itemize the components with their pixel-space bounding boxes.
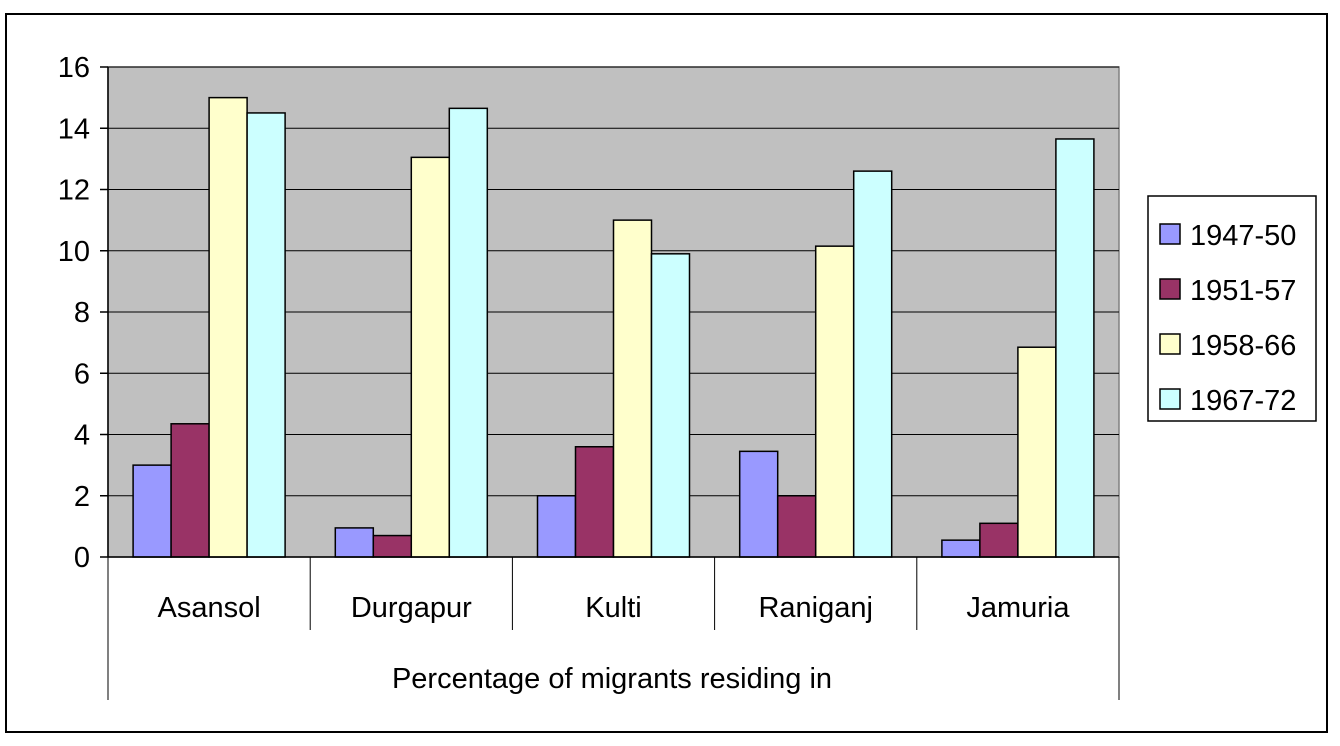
bar	[132, 464, 172, 558]
legend-label: 1951-57	[1190, 275, 1296, 307]
bar	[1017, 346, 1057, 558]
bar	[448, 107, 489, 558]
bar	[738, 450, 779, 558]
bars	[132, 96, 1095, 558]
bar	[410, 156, 451, 558]
bar	[574, 446, 615, 558]
category-label: Durgapur	[351, 592, 472, 624]
bar	[334, 527, 375, 558]
bar	[170, 423, 210, 558]
legend-swatch	[1159, 223, 1181, 245]
bar	[941, 539, 981, 558]
bar	[979, 522, 1019, 558]
axes	[100, 66, 1120, 700]
y-tick-label: 0	[74, 542, 90, 574]
bar	[612, 219, 653, 558]
category-label: Jamuria	[966, 592, 1070, 624]
category-labels: Asansol Durgapur Kulti Raniganj Jamuria	[158, 592, 1071, 624]
bar	[776, 495, 817, 558]
legend-label: 1947-50	[1190, 220, 1296, 252]
bar	[208, 96, 248, 558]
y-tick-label: 2	[74, 481, 90, 513]
y-tick-label: 6	[74, 358, 90, 390]
bar	[1055, 138, 1095, 558]
y-tick-label: 14	[58, 113, 90, 145]
legend-swatch	[1159, 388, 1181, 410]
bar	[852, 170, 893, 558]
y-tick-label: 16	[58, 52, 90, 84]
legend: 1947-50 1951-57 1958-66 1967-72	[1147, 195, 1317, 422]
legend-label: 1958-66	[1190, 330, 1296, 362]
bar	[814, 245, 855, 558]
legend-swatch	[1159, 278, 1181, 300]
y-axis-tick-labels: 0 2 4 6 8 10 12 14 16	[58, 52, 90, 574]
y-tick-label: 10	[58, 236, 90, 268]
bar	[536, 495, 577, 558]
y-tick-label: 4	[74, 420, 90, 452]
category-label: Kulti	[585, 592, 641, 624]
bar	[246, 112, 286, 558]
bar	[650, 253, 691, 558]
y-tick-label: 8	[74, 297, 90, 329]
bar	[372, 534, 413, 558]
legend-label: 1967-72	[1190, 385, 1296, 417]
category-label: Raniganj	[758, 592, 872, 624]
category-label: Asansol	[158, 592, 261, 624]
y-tick-label: 12	[58, 175, 90, 207]
category-group-label: Percentage of migrants residing in	[392, 663, 832, 695]
legend-swatch	[1159, 333, 1181, 355]
